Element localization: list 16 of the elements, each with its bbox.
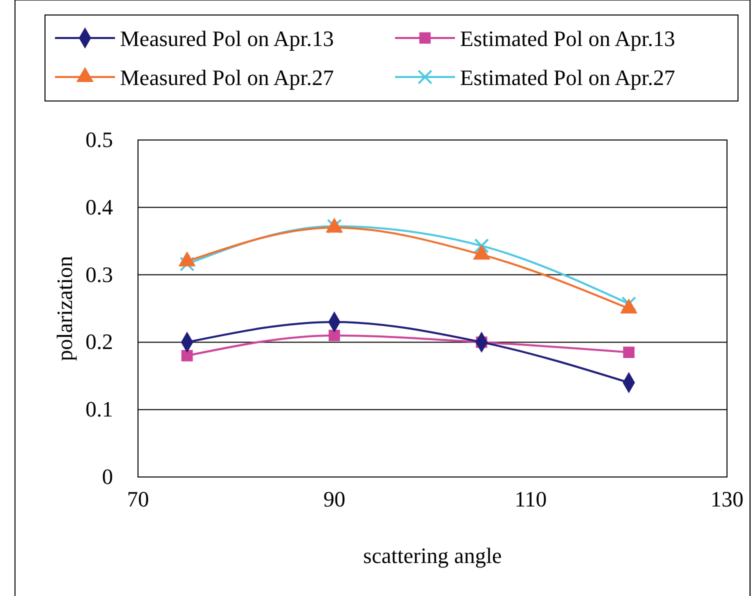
legend-label: Estimated Pol on Apr.27 [460,65,676,90]
y-axis-title: polarization [52,256,77,362]
legend-label: Measured Pol on Apr.27 [120,65,334,90]
y-tick-label: 0 [102,464,113,490]
legend-label: Estimated Pol on Apr.13 [460,26,676,51]
y-tick-label: 0.1 [86,396,113,422]
x-tick-label: 70 [127,486,149,512]
y-tick-label: 0.3 [86,262,113,287]
x-tick-label: 110 [514,486,547,512]
x-axis-title: scattering angle [363,543,502,568]
y-tick-label: 0.5 [86,127,113,152]
x-tick-label: 130 [710,486,744,512]
x-tick-label: 90 [323,486,346,512]
legend-label: Measured Pol on Apr.13 [120,26,334,51]
y-tick-label: 0.4 [86,194,113,220]
y-tick-label: 0.2 [86,329,113,354]
